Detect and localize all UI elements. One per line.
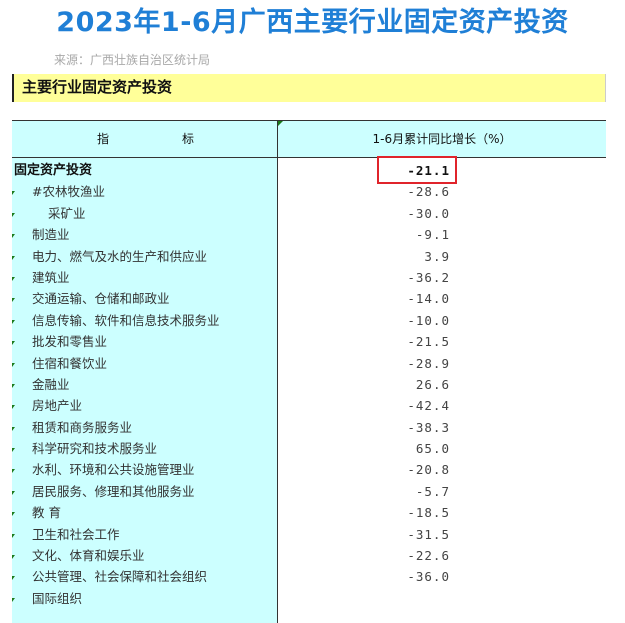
cell-marker-icon bbox=[12, 576, 15, 581]
cell-marker-icon bbox=[12, 555, 15, 560]
row-label: 电力、燃气及水的生产和供应业 bbox=[32, 248, 208, 264]
table-row-total: 固定资产投资 -21.1 bbox=[12, 160, 606, 181]
cell-marker-icon bbox=[12, 341, 15, 346]
row-value: -30.0 bbox=[407, 205, 450, 221]
row-value: -31.5 bbox=[407, 526, 450, 542]
cell-marker-icon bbox=[12, 319, 15, 324]
cell-marker-icon bbox=[12, 448, 15, 453]
table-row: 科学研究和技术服务业 65.0 bbox=[12, 438, 606, 459]
row-value: -36.2 bbox=[407, 269, 450, 285]
row-label: 金融业 bbox=[32, 376, 70, 392]
row-label: 房地产业 bbox=[32, 398, 83, 414]
row-value: -38.3 bbox=[407, 419, 450, 435]
row-value: -14.0 bbox=[407, 291, 450, 307]
cell-marker-icon bbox=[12, 362, 15, 367]
table-row: 水利、环境和公共设施管理业 -20.8 bbox=[12, 459, 606, 480]
table-row: #农林牧渔业 -28.6 bbox=[12, 181, 606, 202]
table-row: 信息传输、软件和信息技术服务业 -10.0 bbox=[12, 310, 606, 331]
row-label: 国际组织 bbox=[32, 590, 83, 606]
row-label: 制造业 bbox=[32, 227, 70, 243]
indicator-column-bg bbox=[12, 158, 278, 623]
table-row: 房地产业 -42.4 bbox=[12, 395, 606, 416]
source-caption: 来源：广西壮族自治区统计局 bbox=[54, 53, 211, 67]
row-label: 文化、体育和娱乐业 bbox=[32, 548, 145, 564]
row-label: 租赁和商务服务业 bbox=[32, 419, 133, 435]
headline: 2023年1-6月广西主要行业固定资产投资 bbox=[56, 7, 569, 38]
section-title: 主要行业固定资产投资 bbox=[12, 74, 606, 102]
row-value: 3.9 bbox=[424, 248, 450, 264]
row-value: 26.6 bbox=[415, 376, 450, 392]
row-value: -42.4 bbox=[407, 398, 450, 414]
cell-marker-icon bbox=[278, 121, 283, 126]
table-row: 住宿和餐饮业 -28.9 bbox=[12, 353, 606, 374]
row-label: 科学研究和技术服务业 bbox=[32, 441, 158, 457]
row-value: -20.8 bbox=[407, 462, 450, 478]
table-row: 教 育 -18.5 bbox=[12, 502, 606, 523]
row-label: 教 育 bbox=[32, 505, 61, 521]
cell-marker-icon bbox=[12, 597, 15, 602]
cell-marker-icon bbox=[12, 405, 15, 410]
row-label: 居民服务、修理和其他服务业 bbox=[32, 483, 195, 499]
row-label: 水利、环境和公共设施管理业 bbox=[32, 462, 195, 478]
table-row: 交通运输、仓储和邮政业 -14.0 bbox=[12, 288, 606, 309]
cell-marker-icon bbox=[12, 234, 15, 239]
cell-marker-icon bbox=[12, 276, 15, 281]
cell-marker-icon bbox=[12, 533, 15, 538]
table-row: 采矿业 -30.0 bbox=[12, 203, 606, 224]
cell-marker-icon bbox=[12, 191, 15, 196]
row-label: 信息传输、软件和信息技术服务业 bbox=[32, 312, 220, 328]
row-value: -9.1 bbox=[415, 227, 450, 243]
table-row: 电力、燃气及水的生产和供应业 3.9 bbox=[12, 246, 606, 267]
cell-marker-icon bbox=[12, 212, 15, 217]
row-label: #农林牧渔业 bbox=[32, 184, 105, 200]
row-label: 批发和零售业 bbox=[32, 334, 108, 350]
row-value: -28.9 bbox=[407, 355, 450, 371]
table-row: 金融业 26.6 bbox=[12, 374, 606, 395]
cell-marker-icon bbox=[12, 512, 15, 517]
table-row: 建筑业 -36.2 bbox=[12, 267, 606, 288]
header-indicator: 指 标 bbox=[12, 121, 278, 157]
table-row: 租赁和商务服务业 -38.3 bbox=[12, 417, 606, 438]
row-value: -21.5 bbox=[407, 334, 450, 350]
row-label: 建筑业 bbox=[32, 269, 70, 285]
highlight-box bbox=[377, 156, 457, 184]
row-value: -10.0 bbox=[407, 312, 450, 328]
cell-marker-icon bbox=[12, 383, 15, 388]
row-label: 住宿和餐饮业 bbox=[32, 355, 108, 371]
row-label: 卫生和社会工作 bbox=[32, 526, 120, 542]
table-row: 制造业 -9.1 bbox=[12, 224, 606, 245]
table-header: 指 标 1-6月累计同比增长（%） bbox=[12, 120, 606, 158]
table-row: 卫生和社会工作 -31.5 bbox=[12, 524, 606, 545]
header-indicator-char-2: 标 bbox=[182, 132, 195, 146]
row-value: -18.5 bbox=[407, 505, 450, 521]
table-row: 批发和零售业 -21.5 bbox=[12, 331, 606, 352]
row-value: -22.6 bbox=[407, 548, 450, 564]
row-label: 交通运输、仓储和邮政业 bbox=[32, 291, 170, 307]
table-row: 公共管理、社会保障和社会组织 -36.0 bbox=[12, 566, 606, 587]
table-row: 文化、体育和娱乐业 -22.6 bbox=[12, 545, 606, 566]
table-row: 国际组织 bbox=[12, 588, 606, 609]
row-label: 采矿业 bbox=[48, 205, 86, 221]
row-label: 固定资产投资 bbox=[14, 163, 93, 178]
cell-marker-icon bbox=[12, 469, 15, 474]
table-body: 固定资产投资 -21.1 #农林牧渔业 -28.6 采矿业 -30.0 制造业 -9.1 电力、… bbox=[12, 160, 606, 609]
row-value: 65.0 bbox=[415, 441, 450, 457]
row-value: -36.0 bbox=[407, 569, 450, 585]
cell-marker-icon bbox=[12, 298, 15, 303]
header-growth: 1-6月累计同比增长（%） bbox=[372, 132, 512, 146]
header-indicator-char-1: 指 bbox=[97, 132, 110, 146]
cell-marker-icon bbox=[12, 426, 15, 431]
row-value: -5.7 bbox=[415, 483, 450, 499]
row-value: -21.1 bbox=[407, 163, 450, 178]
cell-marker-icon bbox=[12, 490, 15, 495]
row-value: -28.6 bbox=[407, 184, 450, 200]
row-value bbox=[278, 588, 450, 609]
table-row: 居民服务、修理和其他服务业 -5.7 bbox=[12, 481, 606, 502]
cell-marker-icon bbox=[12, 255, 15, 260]
row-label: 公共管理、社会保障和社会组织 bbox=[32, 569, 208, 585]
